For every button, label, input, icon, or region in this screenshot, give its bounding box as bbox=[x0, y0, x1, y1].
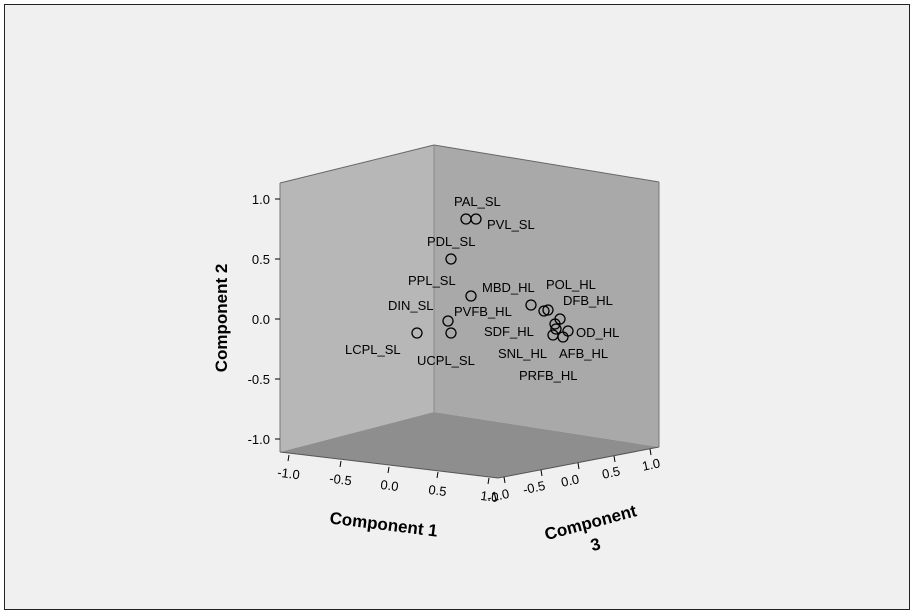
z-tick-label: 0.0 bbox=[560, 471, 581, 489]
data-point-label: MBD_HL bbox=[482, 280, 535, 295]
y-tick-label: -1.0 bbox=[248, 432, 270, 447]
data-point-label: PDL_SL bbox=[427, 234, 475, 249]
data-point-label: SDF_HL bbox=[484, 324, 534, 339]
data-point-label: AFB_HL bbox=[559, 346, 608, 361]
data-point-marker bbox=[470, 213, 482, 225]
z-tick-mark bbox=[649, 448, 652, 456]
z-axis-title-line-2: 3 bbox=[589, 534, 603, 555]
z-tick-label: -0.5 bbox=[522, 478, 547, 497]
data-point-marker bbox=[554, 313, 566, 325]
floor-front-edge bbox=[279, 451, 499, 479]
data-point-label: PPL_SL bbox=[408, 273, 456, 288]
data-point-marker bbox=[557, 331, 569, 343]
z-tick-mark bbox=[540, 469, 543, 477]
data-points: PAL_SL PVL_SL PDL_SL PPL_SL MBD_HL POL_HLDFB_… bbox=[345, 194, 619, 383]
z-tick-mark bbox=[503, 476, 506, 484]
x-tick-mark bbox=[387, 466, 390, 474]
x-tick-label: 0.0 bbox=[380, 477, 400, 494]
data-point-label: POL_HL bbox=[546, 277, 596, 292]
z-tick-label: -1.0 bbox=[486, 486, 511, 505]
x-tick-label: 1.0 bbox=[480, 488, 500, 505]
floor-right-edge bbox=[497, 446, 660, 479]
data-point-marker bbox=[525, 299, 537, 311]
back-wall bbox=[434, 145, 659, 447]
y-tick-label: 0.5 bbox=[252, 252, 270, 267]
data-point-marker bbox=[442, 315, 454, 327]
x-tick-mark bbox=[487, 477, 490, 485]
z-tick-label: 1.0 bbox=[641, 455, 662, 473]
data-point-marker bbox=[411, 327, 423, 339]
x-axis-title: Component 1 bbox=[329, 508, 439, 540]
data-point-label: SNL_HL bbox=[498, 346, 547, 361]
data-point-label: UCPL_SL bbox=[417, 353, 475, 368]
x-tick-mark bbox=[287, 454, 290, 462]
left-wall bbox=[280, 145, 434, 452]
z-tick-label: 0.5 bbox=[601, 463, 622, 481]
data-point-marker bbox=[445, 253, 457, 265]
z-tick-mark bbox=[613, 455, 616, 463]
data-point-label: PVFB_HL bbox=[454, 304, 512, 319]
y-axis: 1.0 0.5 0.0 -0.5 -1.0 Component 2 bbox=[212, 192, 280, 447]
data-point-label: DIN_SL bbox=[388, 298, 434, 313]
data-point-marker bbox=[542, 304, 554, 316]
data-point-label: DFB_HL bbox=[563, 293, 613, 308]
floor-plane bbox=[280, 412, 659, 478]
x-tick-mark bbox=[339, 460, 342, 468]
data-point-marker bbox=[538, 305, 550, 317]
data-point-marker bbox=[465, 290, 477, 302]
x-tick-mark bbox=[436, 471, 439, 479]
data-point-marker bbox=[445, 327, 457, 339]
x-tick-label: -1.0 bbox=[277, 465, 301, 483]
data-point-label: LCPL_SL bbox=[345, 342, 401, 357]
y-tick-label: -0.5 bbox=[248, 372, 270, 387]
x-tick-label: -0.5 bbox=[329, 471, 353, 489]
y-tick-label: 1.0 bbox=[252, 192, 270, 207]
left-wall-top-edge bbox=[279, 144, 435, 184]
y-tick-label: 0.0 bbox=[252, 312, 270, 327]
data-point-label: PVL_SL bbox=[487, 217, 535, 232]
z-tick-mark bbox=[577, 462, 580, 470]
data-point-marker bbox=[550, 323, 562, 335]
data-point-label: PRFB_HL bbox=[519, 368, 578, 383]
back-wall-top-edge bbox=[433, 144, 660, 183]
data-point-label: OD_HL bbox=[576, 325, 619, 340]
data-point-label: PAL_SL bbox=[454, 194, 501, 209]
x-tick-label: 0.5 bbox=[428, 482, 448, 499]
y-axis-title: Component 2 bbox=[212, 264, 231, 373]
